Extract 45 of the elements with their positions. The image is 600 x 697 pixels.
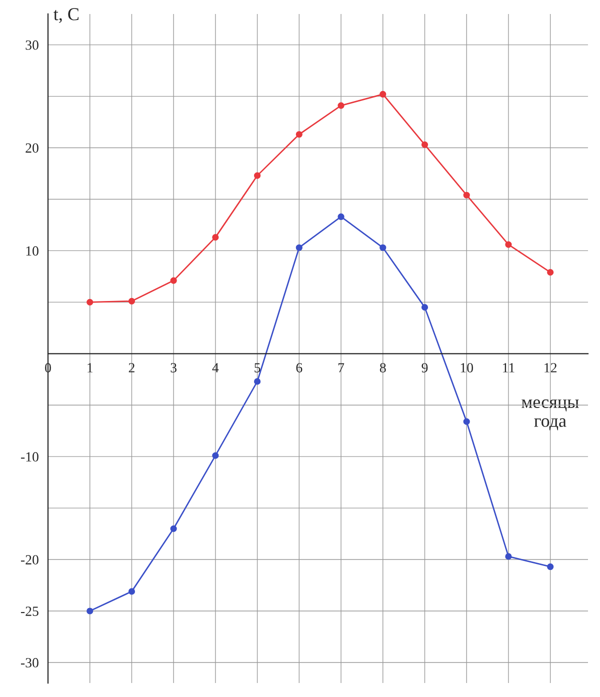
x-tick-label: 1 [88, 363, 92, 372]
point [547, 563, 554, 570]
y-tick-label: 20 [26, 143, 38, 153]
x-tick-label: 4 [212, 363, 219, 372]
point [212, 452, 219, 459]
point [380, 244, 386, 251]
point [296, 131, 302, 138]
point [86, 298, 94, 306]
point [338, 213, 344, 220]
y-tick-label: 10 [26, 246, 38, 256]
point [296, 244, 302, 251]
point [128, 588, 136, 595]
x-tick-label: 10 [460, 363, 474, 372]
point [463, 192, 470, 198]
point [505, 553, 512, 560]
point [421, 141, 428, 148]
point [86, 608, 94, 614]
point [128, 298, 136, 304]
point [254, 172, 261, 179]
point [421, 304, 428, 311]
point [547, 269, 554, 276]
point [170, 525, 177, 532]
point [505, 241, 512, 248]
x-tick-label: 9 [422, 363, 428, 372]
point [254, 378, 261, 385]
x-tick-label: 12 [544, 363, 557, 372]
x-tick-label: 8 [380, 363, 386, 372]
x-axis-title: месяцы года [522, 399, 579, 430]
point [170, 277, 177, 284]
x-tick-label: 7 [338, 363, 344, 372]
x-tick-label: 5 [254, 363, 260, 372]
y-tick-label: -30 [20, 658, 38, 668]
point [212, 234, 219, 241]
x-tick-label: 11 [503, 363, 514, 372]
y-tick-label: -20 [20, 555, 38, 564]
y-axis-title: t, C [54, 8, 78, 23]
y-tick-label: -10 [20, 452, 38, 462]
x-tick-label: 3 [170, 363, 177, 372]
x-tick-label: 2 [128, 363, 134, 372]
point [463, 418, 470, 425]
point [380, 90, 386, 98]
x-tick-label: 6 [296, 363, 302, 372]
point [338, 102, 344, 109]
y-tick-label: -25 [20, 606, 38, 616]
y-tick-label: 30 [26, 40, 38, 50]
